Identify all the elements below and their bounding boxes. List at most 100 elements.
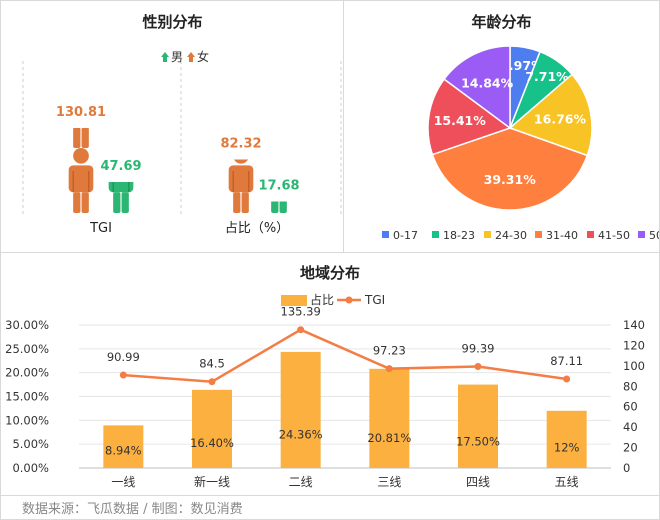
female-figure-group-0-leg-r bbox=[81, 192, 89, 213]
male-figure-group-0-column bbox=[108, 182, 134, 213]
tgi-point-一线 bbox=[119, 371, 127, 379]
female-figure-group-0-figure-1 bbox=[73, 127, 89, 148]
age-panel: 年龄分布 5.97% 7.71% 16.76% 39.31% 15.41% 14.84% 0… bbox=[343, 0, 660, 254]
y-right-tick-label: 140 bbox=[623, 318, 645, 332]
legend-male-label: 男 bbox=[171, 50, 183, 64]
age-legend-marker-18-23 bbox=[432, 231, 439, 238]
y-left-tick-label: 15.00% bbox=[5, 390, 49, 404]
female-figure-group-1-column bbox=[228, 159, 254, 213]
pie-label-50+: 14.84% bbox=[461, 76, 514, 91]
bar-value-label: 17.50% bbox=[456, 435, 500, 449]
bar-value-label: 24.36% bbox=[279, 427, 323, 441]
y-right-tick-label: 60 bbox=[623, 400, 638, 414]
tgi-value-label: 99.39 bbox=[462, 341, 495, 355]
pie-slice-31-40 bbox=[431, 127, 589, 211]
bar-一线 bbox=[103, 425, 144, 468]
y-right-tick-label: 100 bbox=[623, 359, 645, 373]
male-value-label: 17.68 bbox=[258, 179, 299, 194]
age-legend-label-41-50: 41-50 bbox=[598, 229, 630, 242]
male-figure-group-0-leg-r bbox=[121, 192, 129, 213]
tgi-value-label: 84.5 bbox=[199, 357, 225, 371]
female-figure-group-0-head bbox=[73, 148, 89, 164]
tgi-value-label: 135.39 bbox=[281, 305, 321, 319]
group-label: 占比（%） bbox=[225, 221, 289, 236]
pie-slice-50+ bbox=[443, 45, 511, 130]
age-legend-label-18-23: 18-23 bbox=[443, 229, 475, 242]
gender-title: 性别分布 bbox=[142, 13, 203, 31]
female-figure-group-0-leg-l bbox=[73, 127, 81, 148]
pie-label-18-23: 7.71% bbox=[525, 69, 569, 84]
y-left-tick-label: 5.00% bbox=[12, 437, 49, 451]
region-panel: 地域分布 占比 TGI 0.00% 5.00% 10.00% 15.00% 20.00% 25… bbox=[0, 252, 660, 496]
age-legend-marker-0-17 bbox=[382, 231, 389, 238]
legend-male-icon bbox=[161, 52, 169, 57]
male-figure-group-0-figure-0 bbox=[108, 182, 134, 213]
region-combo-chart: 占比 TGI 0.00% 5.00% 10.00% 15.00% 20.00% 25.00% 3… bbox=[5, 292, 645, 489]
bar-四线 bbox=[458, 384, 498, 468]
y-left-tick-label: 10.00% bbox=[5, 413, 49, 427]
female-figure-group-0-leg-r bbox=[81, 127, 89, 148]
y-right-tick-label: 120 bbox=[623, 338, 645, 352]
y-left-tick-label: 30.00% bbox=[5, 318, 49, 332]
female-figure-group-0-figure-0 bbox=[68, 148, 94, 213]
y-right-tick-label: 20 bbox=[623, 441, 638, 455]
age-legend-marker-31-40 bbox=[535, 231, 542, 238]
legend-male-icon-stem bbox=[163, 57, 167, 62]
female-figure-group-0-column bbox=[68, 127, 94, 213]
male-figure-group-0-body bbox=[108, 182, 134, 193]
female-figure-group-0-leg-l bbox=[73, 192, 81, 213]
footer-source: 数据来源：飞瓜数据 / 制图：数见消费 bbox=[22, 502, 243, 517]
female-figure-group-1-body bbox=[228, 165, 254, 193]
pie-slice-41-50 bbox=[427, 78, 512, 156]
tgi-point-四线 bbox=[474, 362, 482, 370]
bar-value-label: 12% bbox=[554, 440, 580, 454]
tgi-line bbox=[123, 328, 567, 383]
x-tick-label: 二线 bbox=[289, 475, 313, 489]
male-figure-group-1-leg-r bbox=[279, 201, 287, 213]
gender-panel: 性别分布 男女 130.81 47.69 TGI 82.32 17.68 占比（%） bbox=[0, 0, 345, 254]
tgi-point-二线 bbox=[297, 326, 305, 334]
bar-五线 bbox=[546, 410, 587, 468]
male-figure-group-1-leg-l bbox=[271, 201, 279, 213]
legend-female-icon bbox=[187, 52, 195, 57]
tgi-point-五线 bbox=[563, 375, 571, 383]
male-figure-group-1-figure-0 bbox=[271, 201, 287, 213]
y-left-tick-label: 0.00% bbox=[12, 461, 49, 475]
tgi-point-新一线 bbox=[208, 378, 216, 386]
female-figure-group-1-figure-0 bbox=[228, 159, 254, 213]
age-title: 年龄分布 bbox=[471, 13, 532, 31]
x-tick-label: 四线 bbox=[466, 475, 490, 489]
female-figure-group-1-leg-l bbox=[233, 192, 241, 213]
region-title: 地域分布 bbox=[299, 264, 360, 282]
y-left-tick-label: 20.00% bbox=[5, 366, 49, 380]
female-value-label: 130.81 bbox=[56, 105, 106, 120]
male-figure-group-1-column bbox=[271, 201, 287, 213]
region-legend-line-label: TGI bbox=[364, 293, 385, 307]
female-figure-group-0-body bbox=[68, 165, 94, 193]
bar-二线 bbox=[280, 351, 321, 468]
tgi-point-三线 bbox=[385, 365, 393, 373]
y-right-tick-label: 80 bbox=[623, 379, 638, 393]
age-legend-marker-50+ bbox=[638, 231, 645, 238]
x-tick-label: 三线 bbox=[377, 475, 401, 489]
age-legend-label-50+: 50+ bbox=[649, 229, 659, 242]
age-legend-marker-24-30 bbox=[484, 231, 491, 238]
age-pie-chart: 5.97%7.71%16.76%39.31%15.41%14.84%0-17 18… bbox=[382, 45, 659, 242]
bar-value-label: 20.81% bbox=[367, 431, 411, 445]
x-tick-label: 一线 bbox=[111, 475, 135, 489]
female-value-label: 82.32 bbox=[220, 136, 261, 151]
tgi-value-label: 90.99 bbox=[107, 350, 140, 364]
group-label: TGI bbox=[89, 221, 112, 236]
pie-label-31-40: 39.31% bbox=[484, 172, 537, 187]
legend-female-label: 女 bbox=[197, 49, 209, 64]
bar-三线 bbox=[369, 368, 410, 468]
age-legend-label-0-17: 0-17 bbox=[393, 229, 418, 242]
bar-value-label: 8.94% bbox=[105, 444, 142, 458]
x-tick-label: 新一线 bbox=[194, 474, 230, 489]
age-legend-label-31-40: 31-40 bbox=[546, 229, 578, 242]
tgi-value-label: 97.23 bbox=[373, 344, 406, 358]
region-legend-line-dot bbox=[345, 296, 353, 304]
legend-female-icon-stem bbox=[189, 57, 193, 62]
region-legend-bar-marker bbox=[281, 295, 307, 306]
male-value-label: 47.69 bbox=[100, 159, 141, 174]
